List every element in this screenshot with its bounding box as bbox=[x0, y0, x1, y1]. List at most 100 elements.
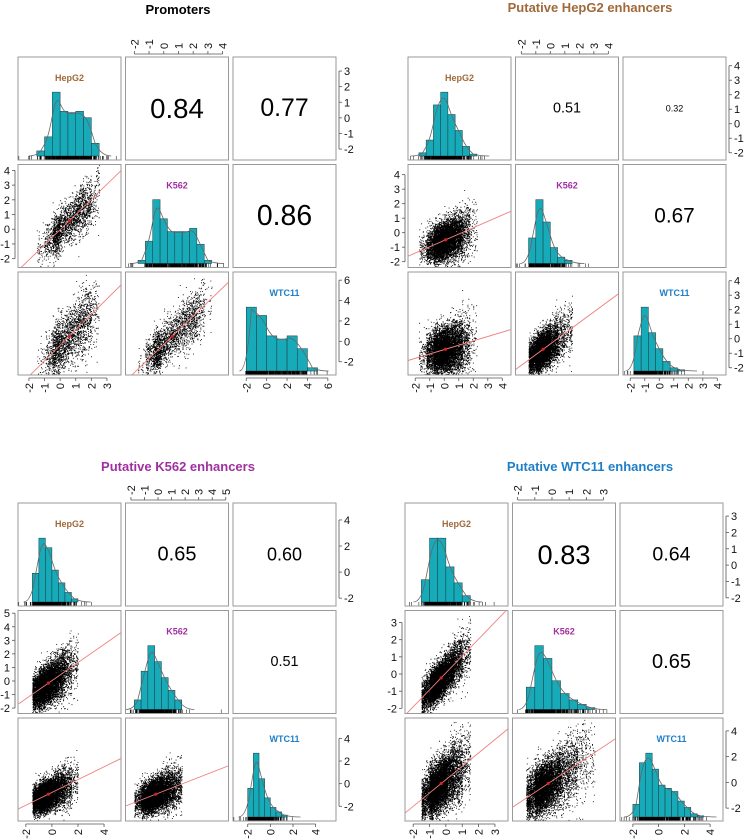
panel-title: Putative K562 enhancers bbox=[101, 459, 255, 474]
cell-WTC11-K562 bbox=[126, 718, 229, 825]
tick-label: -2 bbox=[734, 363, 744, 375]
tick-label: 2 bbox=[391, 635, 397, 647]
tick-label: -2 bbox=[387, 703, 397, 715]
tick-label: 2 bbox=[344, 316, 350, 328]
tick-label: 0 bbox=[344, 113, 350, 125]
tick-label: 0 bbox=[344, 779, 350, 791]
correlation-value: 0.32 bbox=[666, 104, 684, 114]
cell-WTC11-HepG2 bbox=[18, 267, 121, 399]
tick-label: 4 bbox=[344, 733, 350, 745]
histogram-bar bbox=[267, 336, 277, 371]
tick-label: -2 bbox=[21, 829, 33, 839]
top-axis: -2 -1 0 1 2 3 4 bbox=[516, 39, 615, 54]
variable-label: WTC11 bbox=[656, 734, 686, 744]
regression-line bbox=[513, 739, 616, 808]
tick-label: 0 bbox=[344, 336, 350, 348]
tick-label: 2 bbox=[394, 199, 400, 211]
tick-label: 4 bbox=[218, 43, 230, 49]
scatter-points bbox=[419, 190, 478, 277]
tick-label: 1 bbox=[4, 662, 10, 674]
cell-WTC11-WTC11: WTC11 bbox=[600, 718, 724, 821]
bottom-axis-col3: -2 0 2 4 bbox=[628, 824, 717, 839]
tick-label: -2 bbox=[344, 593, 354, 605]
tick-label: -2 bbox=[390, 257, 400, 269]
scatter-points bbox=[138, 259, 212, 405]
tick-label: 0 bbox=[159, 43, 171, 49]
histogram-bar bbox=[175, 232, 182, 264]
tick-label: -2 bbox=[126, 485, 138, 495]
regression-line bbox=[405, 729, 508, 813]
cell-K562-K562: K562 bbox=[82, 165, 258, 268]
tick-label: -2 bbox=[129, 39, 141, 49]
tick-label: -1 bbox=[344, 128, 354, 140]
tick-label: 0 bbox=[654, 383, 666, 389]
scatter-points bbox=[134, 753, 182, 826]
histogram-bar bbox=[248, 788, 254, 817]
tick-label: 4 bbox=[4, 165, 10, 177]
tick-label: 0 bbox=[731, 777, 737, 789]
top-axis: -2 -1 0 1 2 3 bbox=[513, 485, 611, 500]
tick-label: 1 bbox=[71, 383, 83, 389]
tick-label: 2 bbox=[344, 541, 350, 553]
cell-WTC11-HepG2 bbox=[408, 272, 511, 393]
cell-HepG2-K562: 0.65 bbox=[126, 503, 229, 606]
tick-label: 2 bbox=[282, 383, 294, 389]
tick-label: 1 bbox=[669, 383, 681, 389]
rug-marks bbox=[10, 602, 92, 606]
rug-marks bbox=[197, 371, 358, 375]
regression-line bbox=[405, 609, 508, 716]
tick-label: -2 bbox=[241, 383, 253, 393]
scatter-points bbox=[37, 159, 100, 274]
tick-label: -1 bbox=[425, 383, 437, 393]
variable-label: WTC11 bbox=[269, 288, 299, 298]
tick-label: -1 bbox=[530, 485, 542, 495]
cell-WTC11-K562 bbox=[126, 259, 229, 405]
cell-HepG2-K562: 0.83 bbox=[513, 503, 616, 606]
histogram-bar bbox=[148, 646, 155, 710]
tick-label: 4 bbox=[4, 622, 10, 634]
correlation-value: 0.67 bbox=[654, 205, 694, 228]
cell-K562-WTC11: 0.65 bbox=[620, 611, 723, 714]
tick-label: 6 bbox=[344, 275, 350, 287]
tick-label: 0 bbox=[441, 829, 453, 835]
tick-label: 1 bbox=[734, 104, 740, 116]
histogram-bar bbox=[639, 763, 645, 817]
mean-point bbox=[444, 238, 447, 241]
panel-title: Putative HepG2 enhancers bbox=[508, 0, 673, 15]
rug-marks bbox=[473, 710, 619, 714]
histogram-bar bbox=[646, 753, 652, 817]
tick-label: -1 bbox=[425, 829, 437, 839]
tick-label: 2 bbox=[731, 527, 737, 539]
cell-K562-WTC11: 0.67 bbox=[623, 165, 726, 268]
tick-label: 1 bbox=[731, 544, 737, 556]
rug-marks bbox=[215, 817, 292, 821]
tick-label: 6 bbox=[323, 383, 335, 389]
tick-label: 2 bbox=[86, 383, 98, 389]
tick-label: 1 bbox=[167, 489, 179, 495]
variable-label: HepG2 bbox=[442, 519, 471, 529]
variable-label: WTC11 bbox=[659, 288, 689, 298]
variable-label: HepG2 bbox=[55, 519, 84, 529]
tick-label: 2 bbox=[344, 82, 350, 94]
histogram-bar bbox=[141, 671, 148, 709]
histogram-bar bbox=[246, 307, 256, 371]
cell-K562-K562: K562 bbox=[473, 611, 619, 714]
mean-point bbox=[440, 676, 443, 679]
tick-label: -2 bbox=[0, 254, 10, 266]
top-axis: -2 -1 0 1 2 3 4 bbox=[129, 39, 229, 54]
tick-label: 3 bbox=[589, 43, 601, 49]
tick-label: 3 bbox=[391, 618, 397, 630]
cell-K562-WTC11: 0.51 bbox=[233, 611, 336, 714]
rug-marks bbox=[82, 264, 258, 268]
tick-label: 4 bbox=[344, 515, 350, 527]
cell-HepG2-WTC11: 0.77 bbox=[233, 57, 336, 160]
bottom-axis-col3: -2 -1 0 1 2 3 4 bbox=[625, 378, 724, 393]
tick-label: 5 bbox=[4, 608, 10, 620]
tick-label: 0 bbox=[731, 560, 737, 572]
